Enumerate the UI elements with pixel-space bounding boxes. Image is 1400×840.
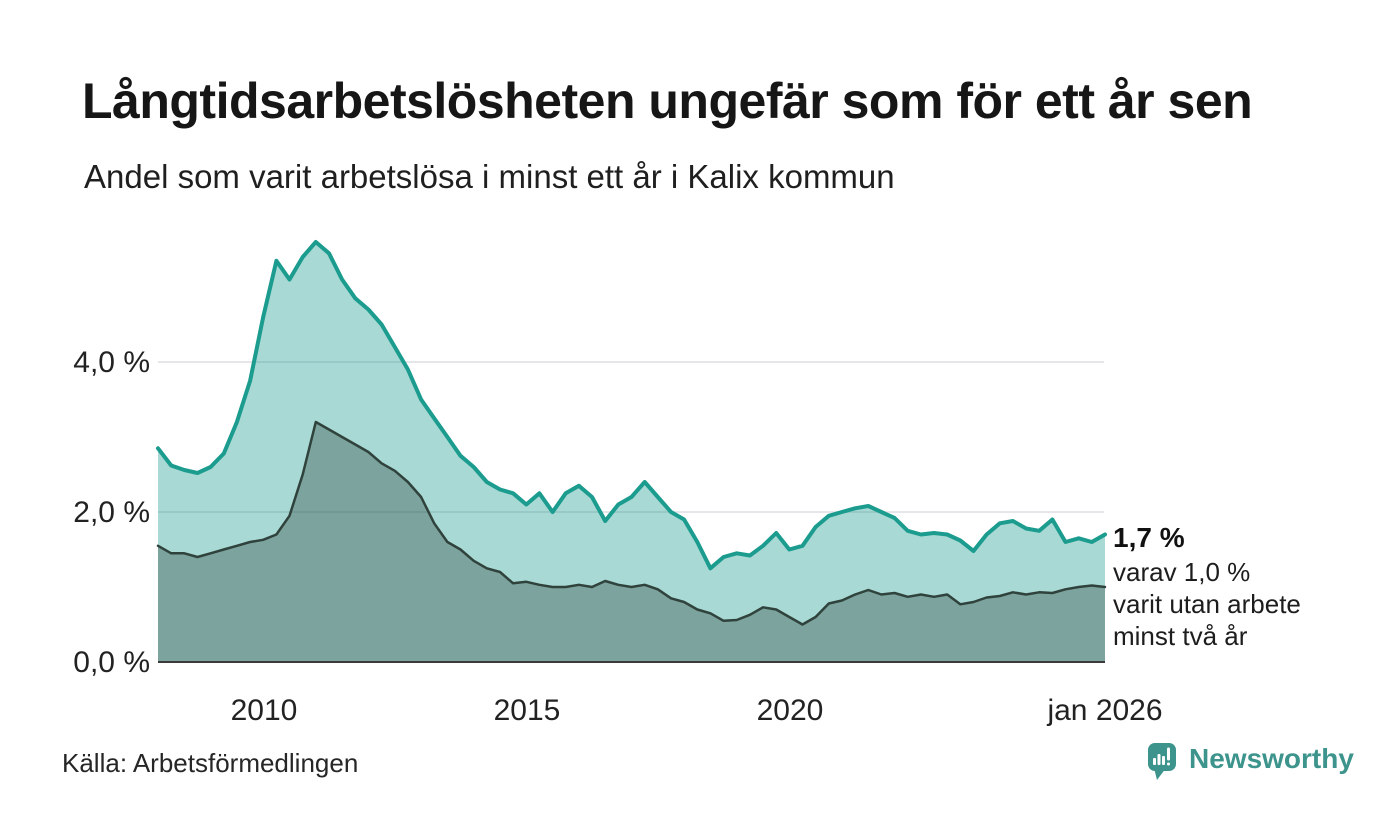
annotation-line-3: minst två år — [1113, 621, 1248, 651]
x-axis-label-jan-2026: jan 2026 — [1047, 694, 1163, 727]
newsworthy-logo-icon — [1148, 743, 1176, 780]
series-min-one-year-line — [156, 240, 1107, 571]
page-subtitle: Andel som varit arbetslösa i minst ett å… — [84, 158, 895, 195]
annotation-value: 1,7 % — [1113, 522, 1185, 553]
annotation-line-2: varit utan arbete — [1113, 589, 1301, 619]
annotation-line-1: varav 1,0 % — [1113, 557, 1251, 587]
series-min-two-years-line — [156, 420, 1107, 626]
series-min-two-years-area — [158, 422, 1105, 662]
latest-value-annotation: 1,7 % varav 1,0 % varit utan arbete mins… — [1113, 520, 1301, 652]
x-axis-label-2020: 2020 — [756, 694, 824, 727]
newsworthy-logo: Newsworthy — [1147, 742, 1354, 781]
newsworthy-logo-text: Newsworthy — [1189, 743, 1354, 774]
gridlines — [158, 361, 1104, 513]
page-title: Långtidsarbetslösheten ungefär som för e… — [82, 73, 1253, 129]
x-axis-label-2010: 2010 — [230, 694, 298, 727]
y-axis-label-4: 4,0 % — [73, 346, 150, 379]
x-axis-label-2015: 2015 — [493, 694, 561, 727]
y-axis-label-2: 2,0 % — [73, 496, 150, 529]
y-axis-label-0: 0,0 % — [73, 646, 150, 679]
source-text: Källa: Arbetsförmedlingen — [62, 748, 359, 778]
